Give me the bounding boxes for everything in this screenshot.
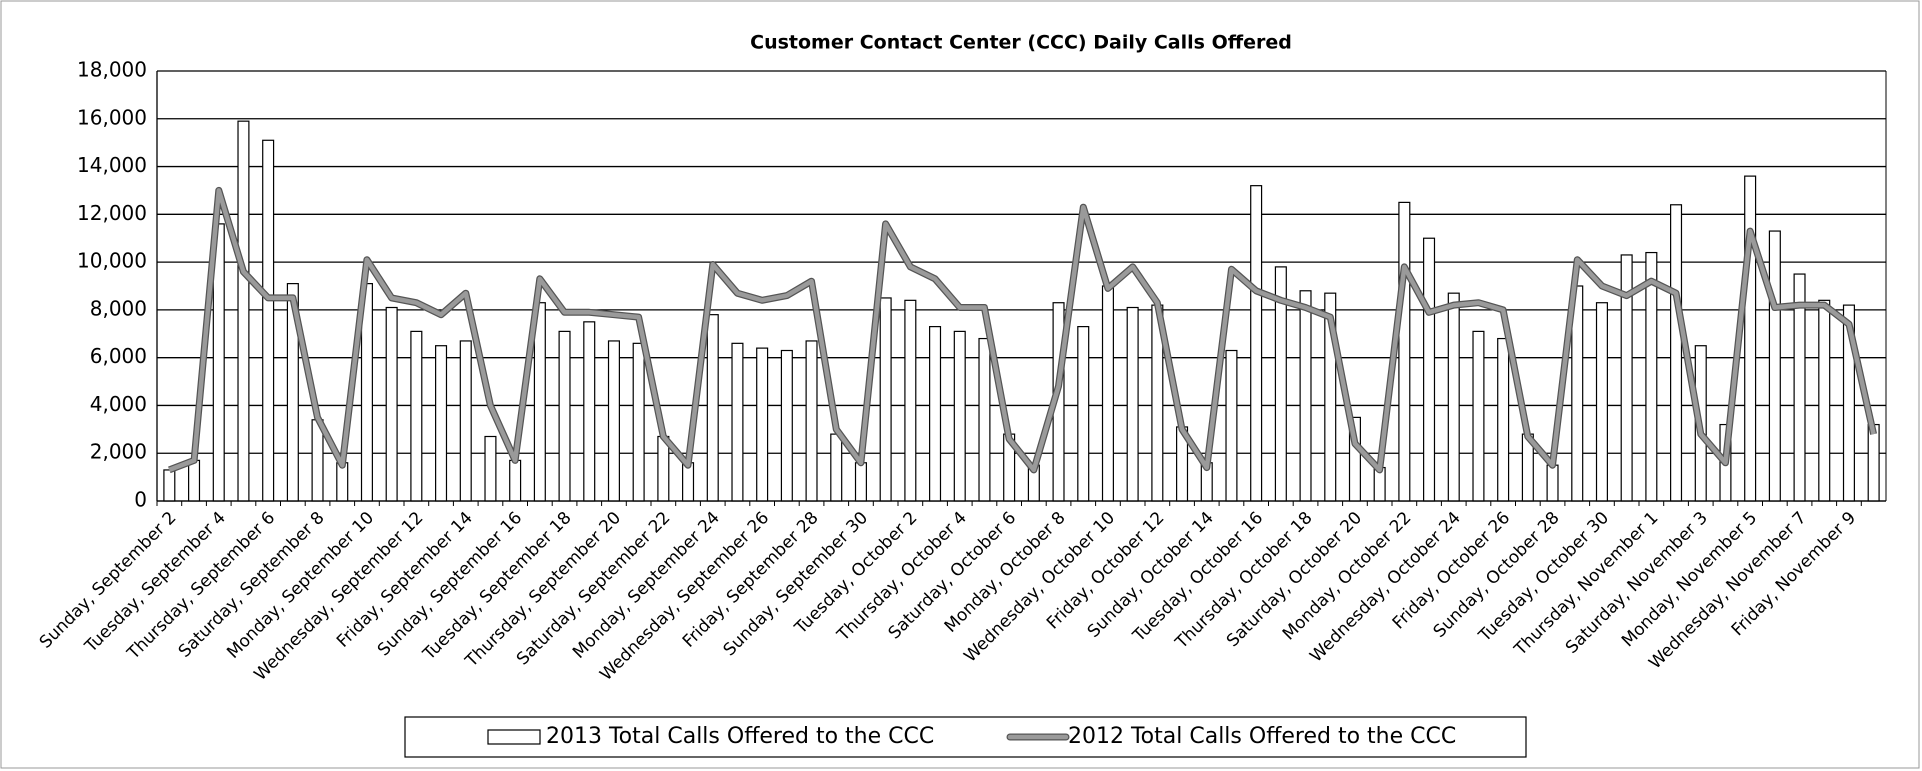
bar xyxy=(262,139,275,502)
bar xyxy=(533,302,546,502)
bar xyxy=(607,340,620,502)
line xyxy=(168,188,1876,473)
legend-swatch xyxy=(487,729,541,745)
bar xyxy=(1818,299,1831,502)
bar xyxy=(1299,290,1312,502)
bar xyxy=(1077,326,1090,502)
bar xyxy=(163,469,176,502)
y-tick-label: 2,000 xyxy=(90,440,147,464)
bar xyxy=(879,297,892,502)
bar xyxy=(484,435,497,502)
legend-box xyxy=(404,716,1527,758)
bar xyxy=(1101,285,1114,502)
bar xyxy=(854,462,867,502)
bar xyxy=(780,349,793,502)
bar xyxy=(1447,292,1460,502)
bar xyxy=(904,299,917,502)
bar xyxy=(385,306,398,502)
bar xyxy=(1867,423,1880,502)
bar xyxy=(1645,251,1658,502)
chart-title: Customer Contact Center (CCC) Daily Call… xyxy=(750,32,1292,54)
bar xyxy=(706,314,719,502)
bar xyxy=(1768,230,1781,502)
y-tick-label: 16,000 xyxy=(77,105,147,129)
bar xyxy=(756,347,769,502)
bar xyxy=(583,321,596,502)
y-tick-label: 6,000 xyxy=(90,344,147,368)
y-tick-label: 14,000 xyxy=(77,153,147,177)
y-tick-label: 4,000 xyxy=(90,392,147,416)
y-tick-label: 0 xyxy=(134,488,147,512)
bar xyxy=(1670,204,1683,502)
y-tick-label: 18,000 xyxy=(77,58,147,82)
bar xyxy=(1126,306,1139,502)
y-tick-label: 12,000 xyxy=(77,201,147,225)
bar xyxy=(1595,302,1608,502)
bar xyxy=(1497,337,1510,502)
bar xyxy=(237,120,250,502)
bar xyxy=(558,330,571,502)
legend-label: 2012 Total Calls Offered to the CCC xyxy=(1068,724,1456,749)
bar xyxy=(1250,185,1263,502)
bar xyxy=(459,340,472,502)
bar xyxy=(1423,237,1436,502)
bar xyxy=(805,340,818,502)
bar xyxy=(509,459,522,502)
bar xyxy=(830,433,843,502)
y-tick-label: 10,000 xyxy=(77,249,147,273)
bar xyxy=(410,330,423,502)
bar xyxy=(1546,464,1559,502)
bar xyxy=(953,330,966,502)
bar xyxy=(188,459,201,502)
bar xyxy=(929,326,942,502)
bar xyxy=(978,337,991,502)
bar xyxy=(731,342,744,502)
legend-label: 2013 Total Calls Offered to the CCC xyxy=(546,724,934,749)
bar xyxy=(435,345,448,502)
y-tick-label: 8,000 xyxy=(90,296,147,320)
bar xyxy=(632,342,645,502)
bar xyxy=(1225,349,1238,502)
bar xyxy=(1398,201,1411,502)
bar xyxy=(1744,175,1757,502)
bar xyxy=(1472,330,1485,502)
